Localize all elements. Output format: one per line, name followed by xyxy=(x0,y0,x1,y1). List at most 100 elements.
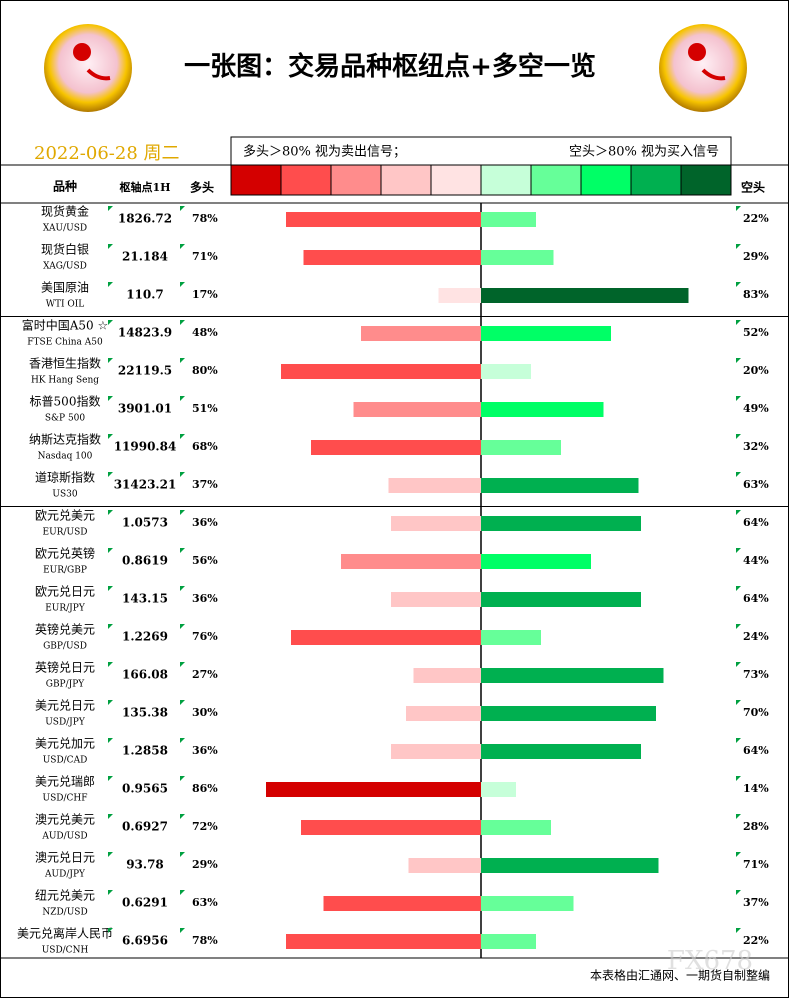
long-label: 51% xyxy=(192,402,218,415)
cell-marker xyxy=(736,624,741,629)
row-name: 英镑兑美元 xyxy=(35,622,95,637)
legend-swatch xyxy=(280,164,332,196)
row-name: 现货白银 xyxy=(41,242,89,257)
row-code: AUD/USD xyxy=(41,832,87,842)
short-label: 32% xyxy=(743,440,769,453)
row-code: EUR/GBP xyxy=(43,566,87,576)
long-label: 71% xyxy=(192,250,218,263)
long-bar xyxy=(286,212,481,227)
cell-marker xyxy=(180,890,185,895)
pivot: 166.08 xyxy=(122,668,168,682)
long-bar xyxy=(281,364,481,379)
long-label: 76% xyxy=(192,630,218,643)
row-code: GBP/JPY xyxy=(46,680,86,690)
cell-marker xyxy=(180,586,185,591)
cell-marker xyxy=(736,586,741,591)
legend-note: 空头＞80% 视为买入信号 xyxy=(569,145,719,160)
short-label: 20% xyxy=(743,364,769,377)
cell-marker xyxy=(180,434,185,439)
cell-marker xyxy=(736,738,741,743)
cell-marker xyxy=(736,928,741,933)
long-label: 27% xyxy=(192,668,218,681)
cell-marker xyxy=(180,320,185,325)
row-code: Nasdaq 100 xyxy=(38,452,93,462)
pivot: 22119.5 xyxy=(118,364,172,378)
watermark: FX678 xyxy=(667,946,753,976)
cell-marker xyxy=(108,320,113,325)
row-name: 美元兑日元 xyxy=(35,699,95,713)
long-bar xyxy=(361,326,481,341)
cell-marker xyxy=(108,928,113,933)
long-bar xyxy=(353,402,481,417)
legend-swatch xyxy=(530,164,582,196)
row-name: 欧元兑英镑 xyxy=(35,546,95,561)
pivot: 14823.9 xyxy=(118,326,172,340)
row-code: XAG/USD xyxy=(43,262,87,272)
cell-marker xyxy=(108,282,113,287)
short-bar xyxy=(481,402,604,417)
short-bar xyxy=(481,820,551,835)
row-code: AUD/JPY xyxy=(44,870,86,880)
pivot: 1826.72 xyxy=(118,212,172,226)
long-label: 80% xyxy=(192,364,218,377)
cell-marker xyxy=(180,396,185,401)
row-name: 英镑兑日元 xyxy=(35,660,95,675)
cell-marker xyxy=(736,548,741,553)
long-label: 37% xyxy=(192,478,218,491)
pivot: 93.78 xyxy=(126,858,164,872)
cell-marker xyxy=(180,852,185,857)
col-header: 多头 xyxy=(190,180,214,195)
long-label: 78% xyxy=(192,212,218,225)
cell-marker xyxy=(108,206,113,211)
long-bar xyxy=(323,896,481,911)
legend-swatch xyxy=(630,164,682,196)
short-bar xyxy=(481,782,516,797)
short-bar xyxy=(481,630,541,645)
long-bar xyxy=(408,858,481,873)
row-code: USD/CNH xyxy=(42,946,89,956)
pivot: 0.9565 xyxy=(122,782,168,796)
long-label: 78% xyxy=(192,934,218,947)
short-label: 83% xyxy=(743,288,769,301)
row-name: 现货黄金 xyxy=(41,204,89,219)
row-code: WTI OIL xyxy=(46,300,85,310)
short-bar xyxy=(481,744,641,759)
cell-marker xyxy=(736,244,741,249)
short-label: 44% xyxy=(743,554,769,567)
long-bar xyxy=(391,592,481,607)
cell-marker xyxy=(180,548,185,553)
short-bar xyxy=(481,554,591,569)
cell-marker xyxy=(180,358,185,363)
short-label: 64% xyxy=(743,744,769,757)
short-bar xyxy=(481,706,656,721)
row-name: 道琼斯指数 xyxy=(35,470,95,485)
cell-marker xyxy=(108,776,113,781)
cell-marker xyxy=(108,396,113,401)
cell-marker xyxy=(736,282,741,287)
cell-marker xyxy=(180,662,185,667)
cell-marker xyxy=(108,624,113,629)
pivot: 3901.01 xyxy=(118,402,172,416)
date: 2022-06-28 周二 xyxy=(34,143,180,164)
row-code: HK Hang Seng xyxy=(31,376,99,386)
pivot: 143.15 xyxy=(122,592,168,606)
cell-marker xyxy=(180,244,185,249)
row-name: 纳斯达克指数 xyxy=(29,432,101,447)
long-bar xyxy=(391,744,481,759)
cell-marker xyxy=(108,434,113,439)
cell-marker xyxy=(180,738,185,743)
pivot: 135.38 xyxy=(122,706,168,720)
short-label: 70% xyxy=(743,706,769,719)
long-label: 29% xyxy=(192,858,218,871)
row-name: 澳元兑日元 xyxy=(35,851,95,865)
cell-marker xyxy=(736,852,741,857)
row-code: USD/JPY xyxy=(45,718,86,728)
cell-marker xyxy=(180,282,185,287)
cell-marker xyxy=(108,244,113,249)
short-bar xyxy=(481,288,689,303)
cell-marker xyxy=(180,776,185,781)
col-header: 枢轴点1H xyxy=(119,180,170,194)
row-name: 澳元兑美元 xyxy=(35,813,95,827)
